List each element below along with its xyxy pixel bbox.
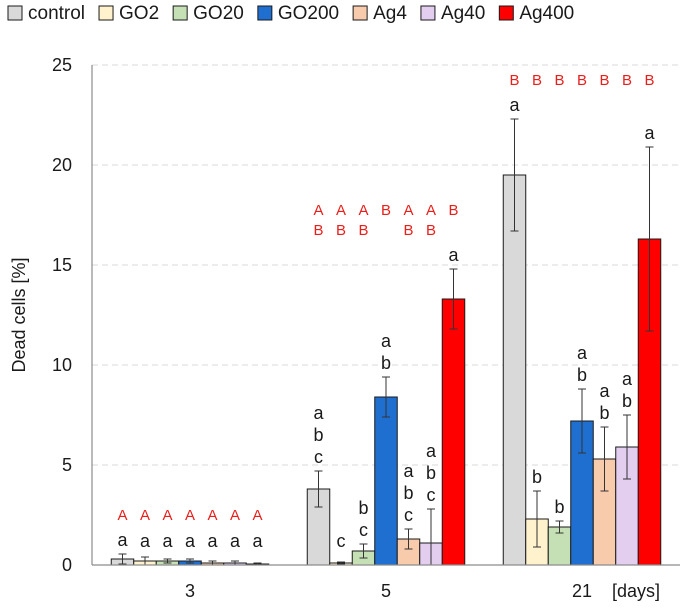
y-axis-label: Dead cells [%] xyxy=(9,257,29,372)
significance-letter: b xyxy=(554,497,564,517)
bar-Ag400-day5 xyxy=(441,298,466,566)
y-tick-label: 15 xyxy=(52,255,72,275)
significance-letter: a xyxy=(140,531,151,551)
y-tick-label: 20 xyxy=(52,155,72,175)
group-letter: B xyxy=(644,72,654,89)
significance-letter: a xyxy=(207,531,218,551)
significance-letter: b xyxy=(403,483,413,503)
x-tick-label: 3 xyxy=(185,581,195,601)
group-letter: B xyxy=(599,72,609,89)
group-letter: A xyxy=(426,202,436,219)
significance-letter: b xyxy=(313,425,323,445)
legend-swatch-GO20 xyxy=(172,5,188,21)
significance-letter: c xyxy=(314,447,323,467)
group-letter: A xyxy=(117,507,127,524)
significance-letter: a xyxy=(577,343,588,363)
group-letter: B xyxy=(509,72,519,89)
significance-letter: a xyxy=(426,441,437,461)
legend-swatch-Ag4 xyxy=(352,5,368,21)
significance-letter: b xyxy=(426,463,436,483)
significance-letter: a xyxy=(185,531,196,551)
significance-letter: b xyxy=(599,403,609,423)
group-letter: A xyxy=(313,202,323,219)
significance-letter: b xyxy=(358,498,368,518)
y-tick-label: 10 xyxy=(52,355,72,375)
significance-letter: c xyxy=(404,505,413,525)
legend-swatch-Ag400 xyxy=(498,5,514,21)
group-letter: B xyxy=(532,72,542,89)
group-letter: B xyxy=(577,72,587,89)
group-letter: A xyxy=(252,507,262,524)
legend-swatch-GO2 xyxy=(98,5,114,21)
group-letter: B xyxy=(381,202,391,219)
axes xyxy=(91,65,680,566)
x-tick-label: 21 xyxy=(572,581,592,601)
group-letter: A xyxy=(403,202,413,219)
x-tick-label: 5 xyxy=(381,581,391,601)
group-letter: B xyxy=(403,222,413,239)
significance-letter: a xyxy=(644,123,655,143)
significance-letter: b xyxy=(381,353,391,373)
significance-letter: a xyxy=(381,331,392,351)
legend-label-GO200: GO200 xyxy=(278,3,339,24)
bar-control-day21 xyxy=(502,174,527,566)
group-letter: A xyxy=(230,507,240,524)
legend-label-Ag4: Ag4 xyxy=(373,3,407,24)
group-letter: A xyxy=(162,507,172,524)
significance-letter: a xyxy=(509,95,520,115)
legend-swatch-control xyxy=(7,5,23,21)
significance-letter: b xyxy=(577,365,587,385)
significance-letter: a xyxy=(403,461,414,481)
group-letter: A xyxy=(336,202,346,219)
legend-label-GO20: GO20 xyxy=(193,3,244,24)
legend-label-Ag400: Ag400 xyxy=(519,3,574,24)
group-letter: B xyxy=(336,222,346,239)
group-letter: B xyxy=(622,72,632,89)
group-letter: A xyxy=(140,507,150,524)
group-letter: B xyxy=(448,202,458,219)
tick-labels: 0 5 10 15 20 25 3 5 21 xyxy=(52,55,592,601)
group-letter: B xyxy=(358,222,368,239)
significance-letter: a xyxy=(162,531,173,551)
significance-letter: b xyxy=(532,467,542,487)
significance-letter: b xyxy=(622,391,632,411)
significance-letter: c xyxy=(337,531,346,551)
group-letter: B xyxy=(313,222,323,239)
group-letter: A xyxy=(185,507,195,524)
significance-letter: c xyxy=(359,520,368,540)
significance-letter: a xyxy=(448,245,459,265)
significance-letter: c xyxy=(427,485,436,505)
legend: control GO2 GO20 GO200 Ag4 Ag40 Ag400 xyxy=(7,3,574,24)
significance-letter: a xyxy=(599,381,610,401)
significance-letter: a xyxy=(117,530,128,550)
y-tick-label: 5 xyxy=(62,455,72,475)
legend-swatch-GO200 xyxy=(257,5,273,21)
group-letter: B xyxy=(426,222,436,239)
group-letter: A xyxy=(358,202,368,219)
x-unit-label: [days] xyxy=(612,581,660,601)
group-letter: B xyxy=(554,72,564,89)
significance-letter: a xyxy=(622,369,633,389)
y-tick-label: 25 xyxy=(52,55,72,75)
legend-label-Ag40: Ag40 xyxy=(441,3,485,24)
significance-letter: a xyxy=(313,403,324,423)
legend-label-control: control xyxy=(28,3,85,24)
bar-marks xyxy=(110,118,662,566)
significance-letter: a xyxy=(230,531,241,551)
significance-letter: a xyxy=(252,531,263,551)
group-letter: A xyxy=(207,507,217,524)
y-tick-label: 0 xyxy=(62,555,72,575)
legend-label-GO2: GO2 xyxy=(119,3,159,24)
bar-GO200-day5 xyxy=(374,396,398,566)
legend-swatch-Ag40 xyxy=(420,5,436,21)
